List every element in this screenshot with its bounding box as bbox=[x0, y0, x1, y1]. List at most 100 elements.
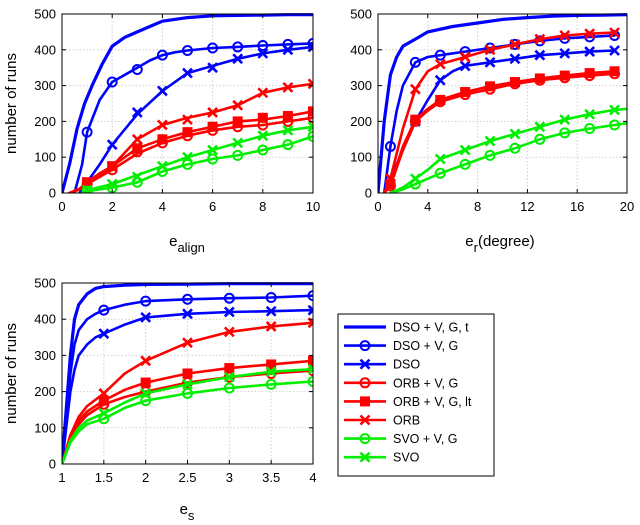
data-point-svo bbox=[182, 151, 193, 163]
data-point-dso bbox=[484, 56, 496, 68]
data-point-svo bbox=[282, 124, 294, 136]
data-point-svo-v-g bbox=[307, 130, 313, 142]
axes-box bbox=[377, 13, 628, 194]
data-point-orb-v-g-lt bbox=[509, 77, 520, 88]
data-point-svo bbox=[409, 173, 421, 185]
data-point-dso-v-g bbox=[223, 292, 235, 304]
data-point-dso bbox=[534, 49, 546, 61]
legend: DSO + V, G, t DSO + V, G DSO ORB + V, G ORB … bbox=[337, 313, 495, 477]
y-tick-label: 100 bbox=[34, 420, 56, 435]
x-tick-label: 2 bbox=[109, 199, 116, 214]
y-tick-label: 0 bbox=[365, 186, 372, 201]
data-point-orb bbox=[459, 51, 471, 63]
series-dso bbox=[78, 41, 313, 193]
data-point-orb-v-g-lt bbox=[157, 134, 168, 145]
series-line-svo-v-g bbox=[389, 121, 627, 193]
data-point-svo-v-g bbox=[584, 123, 596, 135]
data-point-orb bbox=[584, 28, 596, 40]
legend-label: DSO + V, G, t bbox=[393, 321, 469, 335]
data-point-dso bbox=[140, 311, 152, 323]
series-line-dso-v-g bbox=[62, 294, 313, 464]
legend-swatch-marker bbox=[359, 451, 371, 463]
y-tick-label: 100 bbox=[350, 150, 372, 165]
legend-label: DSO + V, G bbox=[393, 339, 458, 353]
data-point-svo bbox=[207, 144, 219, 156]
data-point-dso bbox=[98, 328, 110, 340]
series-dso bbox=[62, 304, 313, 464]
y-tick-label: 200 bbox=[350, 114, 372, 129]
data-point-dso-v-g bbox=[156, 49, 168, 61]
data-point-svo-v-g bbox=[534, 133, 546, 145]
data-point-orb-v-g-lt bbox=[485, 81, 496, 92]
data-point-dso bbox=[282, 44, 294, 56]
legend-item-orb: ORB bbox=[344, 414, 420, 428]
data-point-dso-v-g bbox=[232, 41, 244, 53]
data-point-svo-v-g bbox=[257, 144, 269, 156]
data-point-svo bbox=[509, 128, 521, 140]
data-point-svo bbox=[131, 171, 143, 183]
x-tick-label: 6 bbox=[209, 199, 216, 214]
data-point-orb-v-g-lt bbox=[232, 116, 243, 127]
series-svo bbox=[389, 104, 627, 193]
legend-label: ORB bbox=[393, 414, 420, 428]
x-tick-label: 4 bbox=[309, 470, 316, 485]
legend-item-dso-v-g: DSO + V, G bbox=[344, 339, 458, 353]
data-point-dso-v-g bbox=[265, 291, 277, 303]
series-svo bbox=[80, 121, 313, 193]
data-point-svo-v-g bbox=[207, 153, 219, 165]
series-svo-v-g bbox=[62, 375, 313, 464]
y-tick-label: 200 bbox=[34, 114, 56, 129]
y-tick-label: 300 bbox=[350, 78, 372, 93]
data-point-dso-v-g bbox=[207, 42, 219, 54]
data-point-orb bbox=[534, 33, 546, 45]
data-point-svo bbox=[257, 130, 269, 142]
legend-swatch-marker bbox=[359, 433, 371, 445]
data-point-orb bbox=[223, 326, 235, 338]
data-point-dso bbox=[106, 139, 118, 151]
series-orb bbox=[62, 317, 313, 464]
data-point-svo-v-g bbox=[140, 395, 152, 407]
x-axis-label: er(degree) bbox=[465, 233, 534, 255]
data-point-orb bbox=[106, 160, 118, 172]
data-point-dso-v-g bbox=[98, 304, 110, 316]
data-point-orb bbox=[182, 337, 193, 349]
y-tick-label: 500 bbox=[34, 7, 56, 22]
x-tick-label: 3 bbox=[226, 470, 233, 485]
data-point-svo-v-g bbox=[459, 158, 471, 170]
legend-label: SVO bbox=[393, 451, 420, 465]
series-line-svo-v-g bbox=[80, 135, 313, 193]
data-point-svo-v-g bbox=[307, 375, 313, 387]
legend-item-svo-v-g: SVO + V, G bbox=[344, 432, 458, 446]
x-tick-label: 3.5 bbox=[262, 470, 280, 485]
data-point-dso bbox=[182, 67, 193, 79]
series-orb-v-g-lt bbox=[68, 106, 313, 193]
data-point-orb bbox=[559, 30, 571, 41]
series-orb bbox=[382, 27, 620, 193]
data-point-dso-v-g bbox=[106, 76, 118, 88]
data-point-dso bbox=[257, 47, 269, 59]
x-axis-label-subscript: r bbox=[474, 240, 479, 255]
series-dso-v-g-t bbox=[62, 13, 313, 193]
plot-area bbox=[378, 13, 627, 193]
legend-item-dso: DSO bbox=[344, 358, 420, 372]
legend-label: DSO bbox=[393, 358, 420, 372]
data-point-dso bbox=[156, 85, 168, 97]
data-point-orb-v-g-lt bbox=[282, 111, 293, 122]
data-point-orb-v-g-lt bbox=[534, 73, 545, 84]
data-point-orb bbox=[307, 317, 313, 329]
data-point-svo bbox=[484, 135, 496, 147]
data-point-svo bbox=[434, 153, 446, 165]
data-point-svo bbox=[106, 178, 118, 190]
data-point-dso-v-g bbox=[140, 295, 152, 307]
series-line-dso-v-g-t bbox=[62, 13, 313, 193]
data-point-dso bbox=[509, 53, 521, 65]
data-point-orb bbox=[257, 87, 269, 99]
data-point-orb bbox=[182, 114, 193, 126]
x-tick-label: 0 bbox=[58, 199, 65, 214]
data-point-orb-v-g-lt bbox=[98, 395, 109, 406]
series-line-orb bbox=[62, 321, 313, 464]
data-point-dso bbox=[207, 62, 219, 74]
legend-item-dso-v-g-t: DSO + V, G, t bbox=[344, 321, 469, 335]
